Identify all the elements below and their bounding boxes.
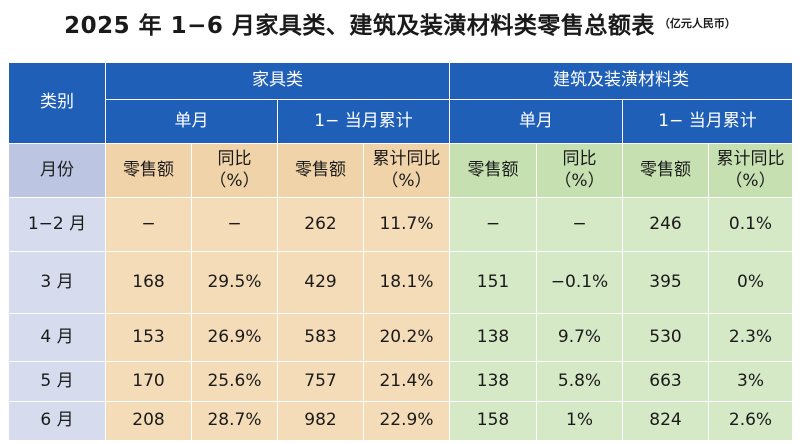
building-cum-cell: 530 bbox=[622, 313, 709, 362]
row-month: 5 月 bbox=[8, 361, 106, 402]
furniture-cumulative-header: 1− 当月累计 bbox=[277, 99, 450, 144]
building-cum-cell: 663 bbox=[622, 361, 709, 402]
furniture-retail-cell: 153 bbox=[105, 313, 192, 362]
furniture-retail-header: 零售额 bbox=[105, 143, 192, 198]
retail-sales-table: 类别 家具类 建筑及装潢材料类 单月 1− 当月累计 单月 1− 当月累计 月份… bbox=[8, 62, 793, 441]
building-retail-cell: 138 bbox=[449, 313, 537, 362]
category-header: 类别 bbox=[8, 62, 106, 144]
unit-note: （亿元人民币） bbox=[658, 17, 736, 30]
building-retail-cell: 138 bbox=[449, 361, 537, 402]
building-cum-yoy-cell: 2.6% bbox=[708, 401, 793, 441]
furniture-cum-retail-header: 零售额 bbox=[277, 143, 364, 198]
building-retail-header: 零售额 bbox=[449, 143, 537, 198]
furniture-retail-cell: − bbox=[105, 197, 192, 252]
row-month: 3 月 bbox=[8, 251, 106, 314]
header-row-3: 月份 零售额 同比 （%） 零售额 累计同比 （%） 零售额 同比 （%） 零售… bbox=[8, 143, 793, 198]
row-month: 4 月 bbox=[8, 313, 106, 362]
table-row: 5 月 170 25.6% 757 21.4% 138 5.8% 663 3% bbox=[8, 361, 793, 402]
building-cum-yoy-cell: 2.3% bbox=[708, 313, 793, 362]
furniture-cum-cell: 429 bbox=[277, 251, 364, 314]
furniture-cum-yoy-cell: 22.9% bbox=[363, 401, 450, 441]
furniture-monthly-header: 单月 bbox=[105, 99, 278, 144]
furniture-cum-cell: 262 bbox=[277, 197, 364, 252]
building-cum-yoy-cell: 0.1% bbox=[708, 197, 793, 252]
header-row-2: 单月 1− 当月累计 单月 1− 当月累计 bbox=[9, 99, 793, 144]
furniture-yoy-cell: 25.6% bbox=[191, 361, 278, 402]
building-yoy-header: 同比 （%） bbox=[536, 143, 623, 198]
furniture-retail-cell: 168 bbox=[105, 251, 192, 314]
building-cum-cell: 395 bbox=[622, 251, 709, 314]
building-monthly-header: 单月 bbox=[449, 99, 623, 144]
table-row: 3 月 168 29.5% 429 18.1% 151 −0.1% 395 0% bbox=[8, 251, 793, 314]
page-title: 2025 年 1−6 月家具类、建筑及装潢材料类零售总额表 （亿元人民币） bbox=[0, 6, 800, 50]
building-cum-cell: 246 bbox=[622, 197, 709, 252]
header-row-1: 类别 家具类 建筑及装潢材料类 bbox=[8, 62, 793, 144]
table-row: 4 月 153 26.9% 583 20.2% 138 9.7% 530 2.3… bbox=[8, 313, 793, 362]
building-retail-cell: 151 bbox=[449, 251, 537, 314]
building-yoy-cell: 1% bbox=[536, 401, 623, 441]
building-yoy-cell: 9.7% bbox=[536, 313, 623, 362]
building-cum-cell: 824 bbox=[622, 401, 709, 441]
building-header: 建筑及装潢材料类 bbox=[449, 62, 793, 100]
building-yoy-cell: − bbox=[536, 197, 623, 252]
building-yoy-cell: 5.8% bbox=[536, 361, 623, 402]
building-retail-cell: − bbox=[449, 197, 537, 252]
furniture-cum-yoy-cell: 18.1% bbox=[363, 251, 450, 314]
furniture-cum-yoy-cell: 11.7% bbox=[363, 197, 450, 252]
furniture-cum-yoy-cell: 20.2% bbox=[363, 313, 450, 362]
row-month: 1−2 月 bbox=[8, 197, 106, 252]
table-title: 2025 年 1−6 月家具类、建筑及装潢材料类零售总额表 bbox=[64, 13, 655, 39]
month-header: 月份 bbox=[8, 143, 106, 198]
furniture-yoy-cell: 28.7% bbox=[191, 401, 278, 441]
table-row: 1−2 月 − − 262 11.7% − − 246 0.1% bbox=[8, 197, 793, 252]
furniture-retail-cell: 170 bbox=[105, 361, 192, 402]
furniture-header: 家具类 bbox=[105, 62, 450, 100]
building-cum-yoy-cell: 3% bbox=[708, 361, 793, 402]
building-cum-yoy-header: 累计同比 （%） bbox=[708, 143, 793, 198]
building-cum-yoy-cell: 0% bbox=[708, 251, 793, 314]
furniture-cum-cell: 982 bbox=[277, 401, 364, 441]
furniture-cum-yoy-cell: 21.4% bbox=[363, 361, 450, 402]
building-retail-cell: 158 bbox=[449, 401, 537, 441]
building-cumulative-header: 1− 当月累计 bbox=[622, 99, 793, 144]
furniture-yoy-cell: − bbox=[191, 197, 278, 252]
furniture-yoy-cell: 29.5% bbox=[191, 251, 278, 314]
furniture-yoy-cell: 26.9% bbox=[191, 313, 278, 362]
building-yoy-cell: −0.1% bbox=[536, 251, 623, 314]
furniture-cum-cell: 757 bbox=[277, 361, 364, 402]
furniture-cum-cell: 583 bbox=[277, 313, 364, 362]
building-cum-retail-header: 零售额 bbox=[622, 143, 709, 198]
furniture-yoy-header: 同比 （%） bbox=[191, 143, 278, 198]
table-row: 6 月 208 28.7% 982 22.9% 158 1% 824 2.6% bbox=[8, 401, 793, 441]
furniture-cum-yoy-header: 累计同比 （%） bbox=[363, 143, 450, 198]
furniture-retail-cell: 208 bbox=[105, 401, 192, 441]
row-month: 6 月 bbox=[8, 401, 106, 441]
